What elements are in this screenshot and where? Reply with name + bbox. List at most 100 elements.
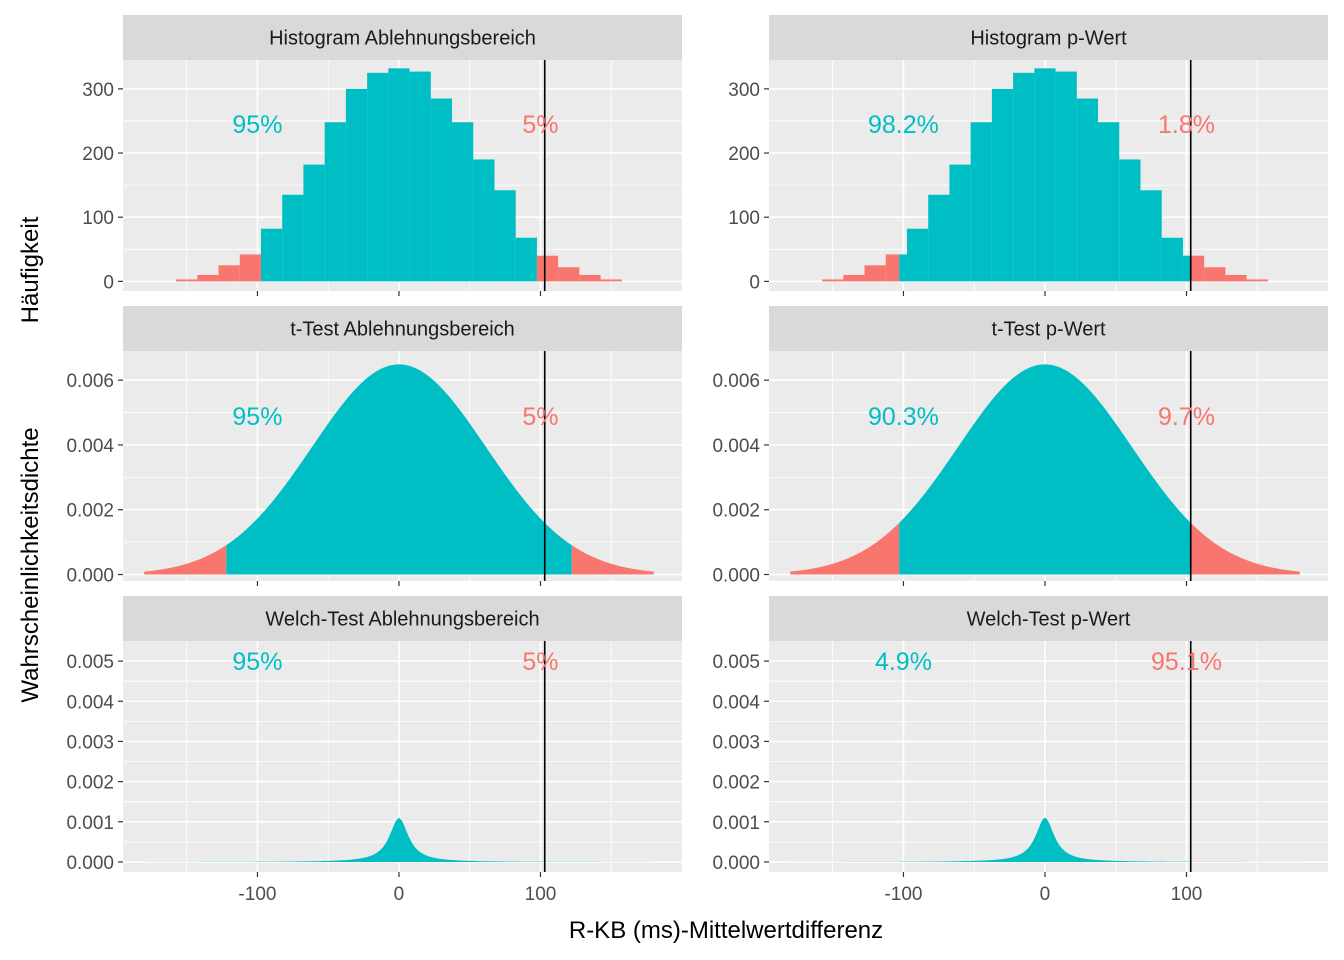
histogram-bar	[899, 254, 907, 282]
histogram-bar	[1204, 267, 1226, 282]
density-center-area	[144, 817, 654, 862]
histogram-bar	[473, 159, 495, 282]
x-tick-label: -100	[238, 884, 276, 905]
histogram-bar	[282, 194, 304, 282]
y-tick-label: 0	[103, 272, 114, 293]
annotation-outside-percent: 95.1%	[1151, 648, 1222, 676]
annotation-inside-percent: 95%	[232, 648, 282, 676]
histogram-bar	[579, 274, 601, 282]
y-tick-label: 0	[749, 272, 760, 293]
histogram-bar	[515, 237, 537, 282]
annotation-inside-percent: 95%	[232, 403, 282, 431]
histogram-bar	[991, 88, 1014, 282]
annotation-outside-percent: 5%	[522, 648, 558, 676]
y-axis-title-bottom: Wahrscheinlichkeitsdichte	[17, 427, 44, 702]
facet-strip	[769, 306, 1328, 351]
y-tick-label: 0.001	[66, 813, 114, 834]
facet-title: t-Test p-Wert	[991, 319, 1106, 341]
histogram-bar	[260, 228, 283, 282]
y-tick-label: 0.002	[66, 501, 114, 522]
y-tick-label: 0.000	[66, 853, 114, 874]
annotation-inside-percent: 4.9%	[875, 648, 932, 676]
histogram-bar	[218, 265, 240, 282]
facet-panel: t-Test p-Wert 90.3% 9.7% 0.000 0.002 0.004 0.0…	[712, 306, 1328, 587]
facet-strip	[123, 15, 682, 60]
histogram-bar	[1140, 190, 1162, 282]
y-tick-label: 0.002	[66, 773, 114, 794]
density-tail-left	[144, 545, 227, 575]
y-tick-label: 300	[82, 80, 114, 101]
facet-panel: t-Test Ablehnungsbereich 95% 5% 0.000 0.002 0…	[66, 306, 682, 587]
y-tick-label: 0.002	[712, 773, 760, 794]
density-center-area	[899, 817, 1191, 862]
density-tail-right	[571, 545, 654, 575]
histogram-bar	[928, 194, 950, 282]
x-tick-label: 0	[1040, 884, 1051, 905]
y-axis-title-top: Häufigkeit	[17, 216, 44, 323]
y-tick-label: 300	[728, 80, 760, 101]
histogram-bar	[197, 274, 219, 282]
histogram-bar	[600, 279, 622, 282]
histogram-bar	[176, 279, 198, 282]
y-tick-label: 0.000	[712, 853, 760, 874]
histogram-bar	[409, 71, 431, 282]
facet-strip	[123, 596, 682, 641]
annotation-inside-percent: 98.2%	[868, 111, 939, 139]
histogram-bar	[388, 68, 410, 282]
density-center-area	[226, 364, 572, 575]
histogram-bar	[367, 72, 389, 282]
histogram-bar	[906, 228, 929, 282]
histogram-bar	[536, 255, 559, 282]
facet-title: Histogram p-Wert	[970, 28, 1127, 50]
y-tick-label: 0.005	[66, 652, 114, 673]
histogram-bar	[1013, 72, 1035, 282]
density-center-area	[899, 364, 1191, 575]
y-tick-label: 0.001	[712, 813, 760, 834]
histogram-bar	[1182, 255, 1191, 282]
histogram-bar	[1225, 274, 1247, 282]
annotation-outside-percent: 9.7%	[1158, 403, 1215, 431]
facet-panel: Welch-Test p-Wert 4.9% 95.1% 0.000 0.001 0.00…	[712, 596, 1328, 905]
histogram-bar	[494, 190, 516, 282]
x-tick-label: 0	[394, 884, 405, 905]
facet-title: Welch-Test Ablehnungsbereich	[265, 609, 539, 631]
histogram-bar	[1190, 255, 1205, 282]
histogram-bar	[1076, 98, 1099, 282]
y-tick-label: 0.006	[712, 371, 760, 392]
y-tick-label: 0.000	[712, 566, 760, 587]
y-tick-label: 200	[82, 144, 114, 165]
density-tail-right	[1190, 522, 1300, 575]
y-tick-label: 0.004	[66, 692, 114, 713]
facet-strip	[769, 596, 1328, 641]
histogram-bar	[1098, 122, 1120, 282]
y-tick-label: 0.003	[66, 732, 114, 753]
histogram-bar	[345, 88, 368, 282]
panels-layer: Histogram Ablehnungsbereich 95% 5% 0 100 200 3…	[66, 15, 1328, 905]
annotation-outside-percent: 1.8%	[1158, 111, 1215, 139]
histogram-bar	[239, 254, 261, 282]
histogram-bar	[452, 122, 474, 282]
y-tick-label: 0.006	[66, 371, 114, 392]
histogram-bar	[558, 267, 580, 282]
x-tick-label: -100	[884, 884, 922, 905]
y-tick-label: 100	[82, 208, 114, 229]
x-tick-label: 100	[525, 884, 557, 905]
histogram-bar	[970, 122, 992, 282]
facet-panel: Welch-Test Ablehnungsbereich 95% 5% 0.000 0.…	[66, 596, 682, 905]
facet-title: Histogram Ablehnungsbereich	[269, 28, 536, 50]
y-tick-label: 0.004	[66, 436, 114, 457]
histogram-bar	[430, 98, 453, 282]
histogram-bar	[1055, 71, 1077, 282]
histogram-bar	[822, 279, 844, 282]
facet-panel: Histogram Ablehnungsbereich 95% 5% 0 100 200 3…	[82, 15, 682, 296]
histogram-bar	[1161, 237, 1183, 282]
histogram-bar	[1119, 159, 1141, 282]
y-tick-label: 0.004	[712, 692, 760, 713]
facet-title: t-Test Ablehnungsbereich	[290, 319, 515, 341]
histogram-bar	[864, 265, 886, 282]
density-tail-left	[790, 522, 900, 575]
y-tick-label: 0.003	[712, 732, 760, 753]
y-tick-label: 0.004	[712, 436, 760, 457]
y-tick-label: 200	[728, 144, 760, 165]
